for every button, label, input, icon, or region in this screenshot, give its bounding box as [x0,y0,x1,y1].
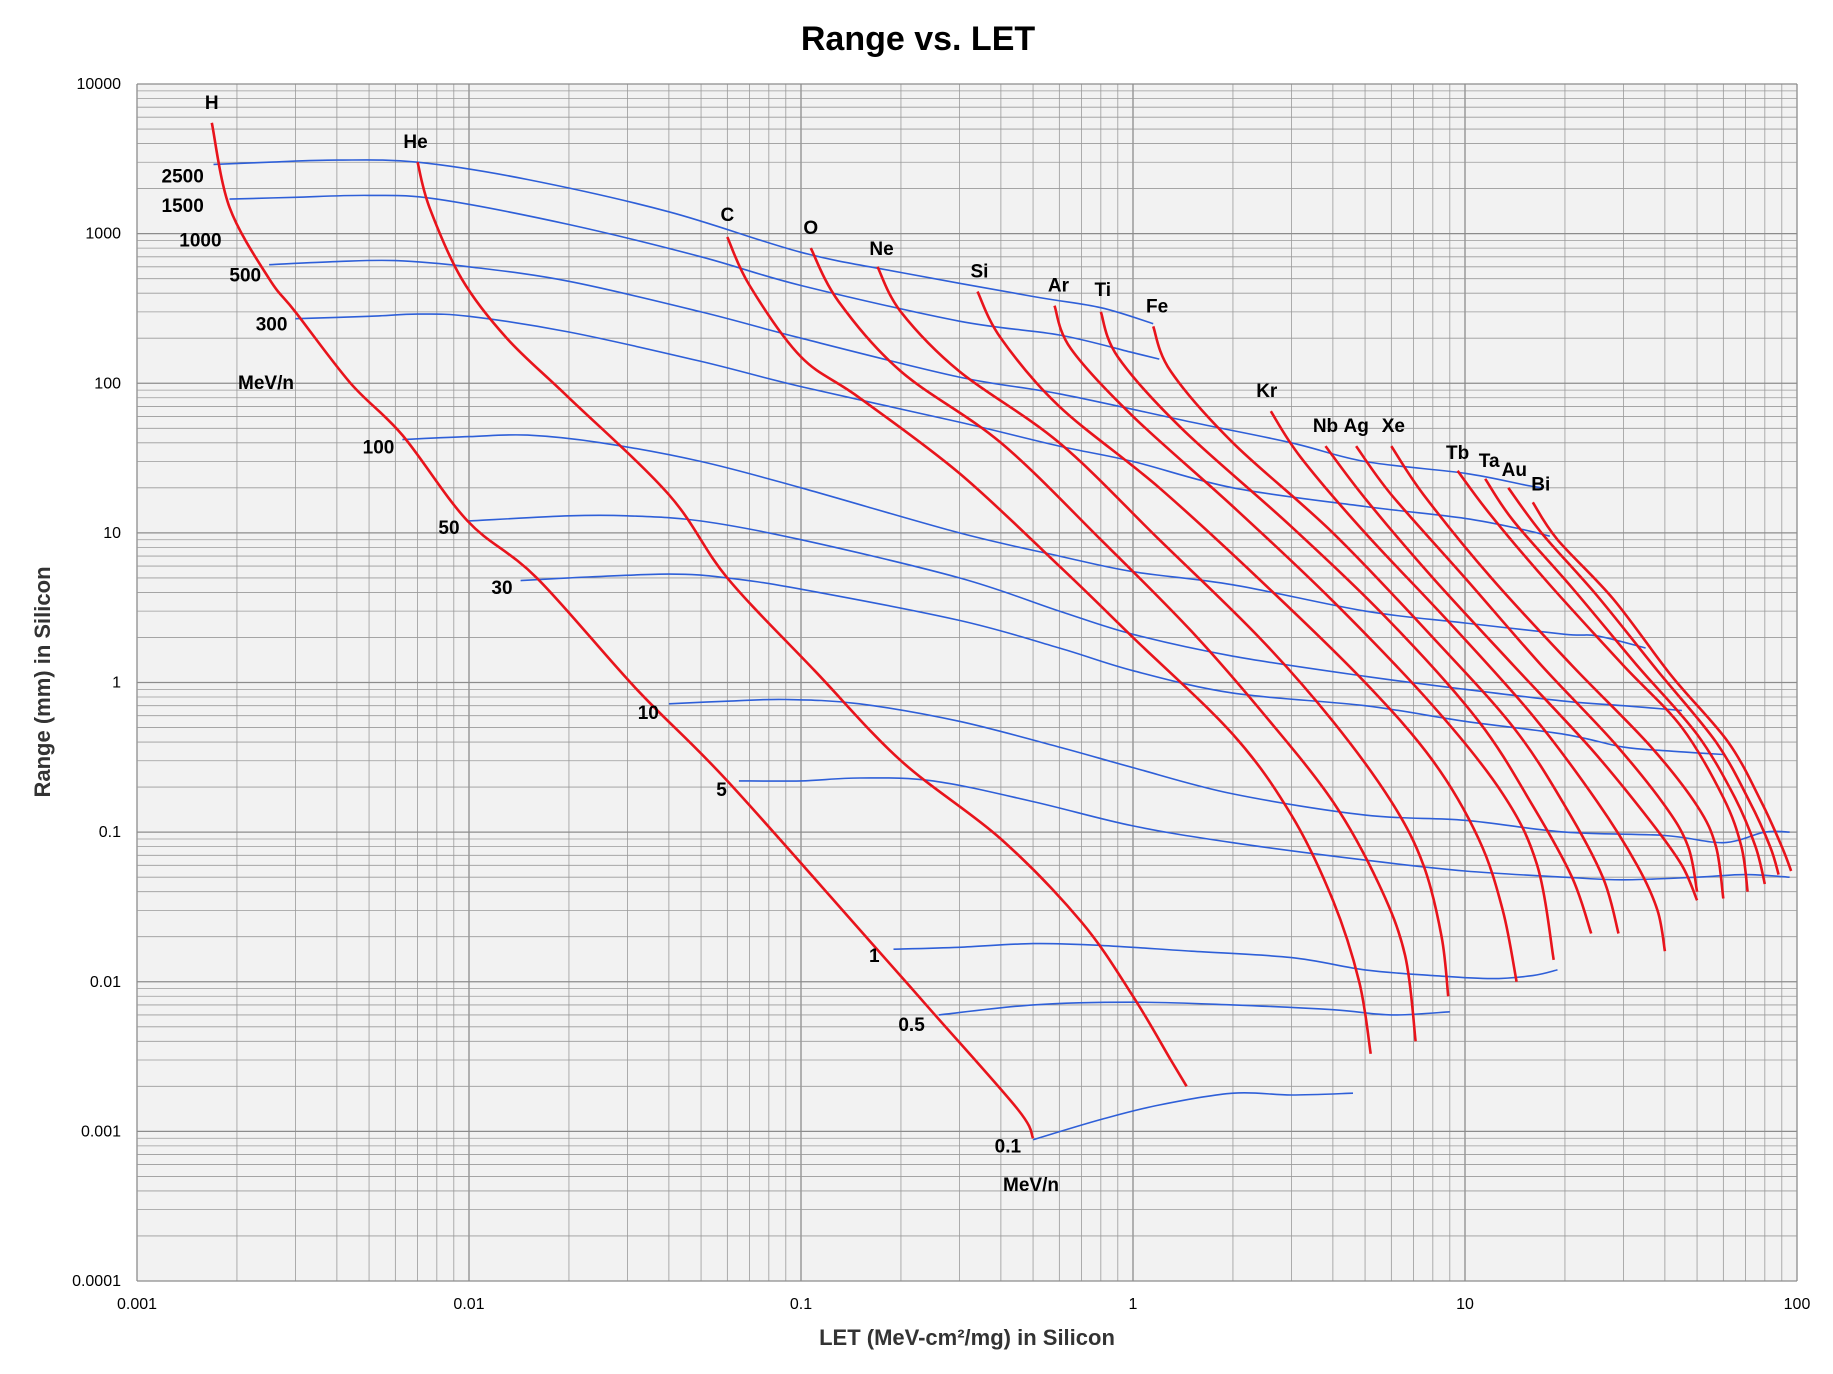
ion-label-ta: Ta [1479,451,1500,472]
energy-curve-300 [295,313,1550,537]
y-tick-label: 1000 [85,226,121,243]
energy-curve-10 [668,698,1790,844]
y-tick-label: 1 [112,675,121,692]
ion-label-nb: Nb [1313,416,1338,437]
x-tick-label: 0.001 [117,1296,157,1313]
ion-label-he: He [403,132,427,153]
ion-label-kr: Kr [1256,381,1278,402]
energy-label-300: 300 [256,315,288,336]
energy-label-5: 5 [716,780,727,801]
x-tick-label: 100 [1784,1296,1811,1313]
ion-curve-h [210,122,1035,1139]
y-tick-label: 0.1 [99,824,121,841]
ion-curve-ar [1053,305,1555,961]
x-tick-label: 0.01 [453,1296,484,1313]
energy-curve-30 [520,573,1724,756]
ion-curve-ti [1099,311,1593,934]
energy-label-500: 500 [229,265,261,286]
ion-label-h: H [205,93,219,114]
ion-curve-nb [1324,445,1699,901]
ion-label-ne: Ne [869,239,893,260]
ion-curve-au [1507,487,1780,875]
ion-curve-he [416,161,1188,1087]
energy-label-50: 50 [438,518,459,539]
ion-curve-ne [876,266,1450,997]
ion-label-si: Si [970,262,988,283]
y-tick-label: 0.0001 [72,1273,121,1290]
grid [136,83,1798,1282]
energy-label-0p5: 0.5 [898,1015,925,1036]
ion-label-tb: Tb [1446,443,1469,464]
energy-label-100: 100 [363,437,395,458]
ion-curve-xe [1390,445,1725,899]
ion-curves [210,122,1793,1139]
energy-label-30: 30 [491,578,512,599]
tick-labels: 0.001 0.01 0.1 1 10 100 0.0001 0.001 0.01 0.1 1 10 1… [72,76,1810,1313]
y-tick-label: 10000 [77,76,122,93]
y-tick-label: 100 [94,375,121,392]
energy-label-1: 1 [869,946,880,967]
ion-curve-kr [1269,410,1667,952]
ion-curve-bi [1531,501,1793,872]
chart-title: Range vs. LET [801,20,1036,58]
energy-curve-5 [738,777,1790,881]
ion-curve-ta [1484,478,1767,885]
ion-label-au: Au [1502,460,1527,481]
energy-curve-500 [269,259,1542,489]
energy-label-10: 10 [638,703,659,724]
ion-label-ag: Ag [1343,416,1368,437]
ion-curve-fe [1151,325,1620,934]
ion-curve-o [809,247,1417,1042]
ion-curve-ag [1355,445,1699,892]
ion-curve-tb [1456,470,1749,892]
x-tick-label: 0.1 [790,1296,812,1313]
ion-label-ti: Ti [1095,280,1112,301]
energy-curve-1000 [229,194,1160,360]
energy-curve-0p5 [938,1001,1450,1016]
x-axis-label: LET (MeV-cm²/mg) in Silicon [819,1325,1115,1350]
ion-label-xe: Xe [1382,416,1405,437]
energy-curves [213,159,1790,1141]
y-tick-label: 0.001 [81,1123,121,1140]
energy-label-2500: 2500 [162,166,204,187]
energy-label-1000: 1000 [179,231,221,252]
energy-label-1500: 1500 [162,196,204,217]
y-tick-label: 10 [103,525,121,542]
energy-curve-1 [893,942,1558,980]
energy-curve-0p1 [1032,1091,1354,1141]
energy-unit-label: MeV/n [1003,1175,1059,1196]
y-axis-label: Range (mm) in Silicon [30,566,55,797]
ion-label-ar: Ar [1048,276,1070,297]
x-tick-label: 10 [1456,1296,1474,1313]
ion-label-bi: Bi [1531,474,1550,495]
energy-label-0p1: 0.1 [995,1137,1022,1158]
x-tick-label: 1 [1129,1296,1138,1313]
ion-curve-si [976,291,1518,983]
y-tick-label: 0.01 [90,974,121,991]
ion-label-o: O [803,218,818,239]
ion-curve-c [726,236,1372,1055]
ion-label-fe: Fe [1146,296,1168,317]
ion-label-c: C [720,205,734,226]
energy-curve-100 [402,434,1646,649]
energy-unit-label: MeV/n [238,373,294,394]
energy-curve-1500 [213,159,1154,325]
